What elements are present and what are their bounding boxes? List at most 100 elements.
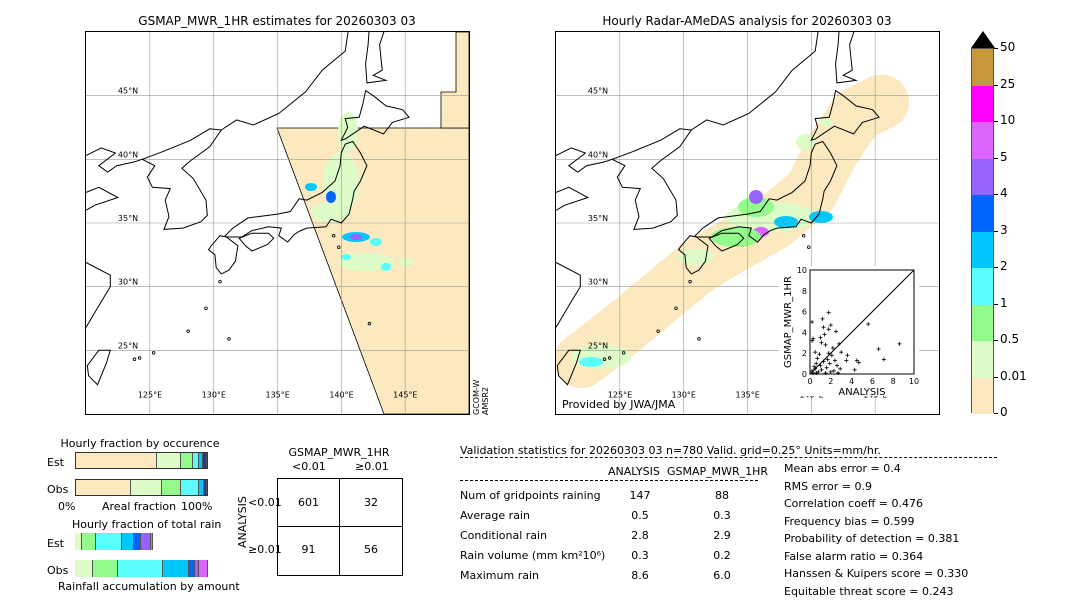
scatter-point bbox=[821, 325, 826, 330]
scatter-ytick: 2 bbox=[802, 349, 807, 358]
bar-segment bbox=[192, 453, 200, 468]
scatter-point bbox=[827, 361, 832, 366]
coastline-kyushu bbox=[677, 235, 709, 275]
colorbar-segment bbox=[972, 377, 993, 414]
rain-area bbox=[809, 211, 833, 223]
scatter-point bbox=[820, 316, 825, 321]
coastline-russia bbox=[691, 32, 819, 131]
scatter-xtick: 2 bbox=[828, 377, 833, 386]
col-analysis: ANALYSIS bbox=[608, 465, 660, 478]
stat-analysis-value: 0.5 bbox=[631, 509, 649, 522]
rain-area bbox=[579, 357, 603, 367]
scatter-point bbox=[845, 353, 850, 358]
coastline-hokkaido bbox=[340, 89, 410, 142]
scatter-point bbox=[832, 358, 837, 363]
bar-segment bbox=[180, 480, 200, 495]
stat-analysis-value: 147 bbox=[629, 489, 651, 502]
colorbar-segment bbox=[972, 231, 993, 268]
stat-row-label: Num of gridpoints raining bbox=[460, 489, 601, 502]
left-map-title: GSMAP_MWR_1HR estimates for 20260303 03 bbox=[138, 14, 416, 28]
bar-segment bbox=[92, 560, 119, 577]
scatter-ytick: 10 bbox=[797, 266, 807, 275]
scatter-ytick: 0 bbox=[802, 370, 807, 379]
island bbox=[132, 357, 137, 361]
col-label-ge: ≥0.01 bbox=[355, 460, 389, 473]
rain-area bbox=[370, 238, 382, 246]
island bbox=[186, 329, 190, 333]
scatter-point bbox=[819, 340, 824, 345]
rain-obs-bar bbox=[75, 560, 208, 577]
bar-segment bbox=[133, 533, 142, 550]
lon-label: 135°E bbox=[266, 390, 290, 399]
island bbox=[218, 279, 222, 284]
stat-gsmap-value: 6.0 bbox=[713, 569, 731, 582]
island bbox=[807, 245, 811, 249]
scatter-xtick: 4 bbox=[849, 377, 854, 386]
bar-segment bbox=[180, 453, 193, 468]
coastline-shikoku bbox=[238, 232, 275, 252]
scatter-point bbox=[821, 359, 826, 364]
colorbar-tick-label: 0.5 bbox=[1000, 332, 1020, 346]
scatter-point bbox=[839, 350, 844, 355]
colorbar bbox=[971, 48, 994, 414]
coastline-china2 bbox=[556, 186, 590, 211]
bar-segment bbox=[131, 480, 163, 495]
colorbar-tick-label: 25 bbox=[1000, 76, 1016, 91]
scatter-inset: 0 2 4 6 8 10 0 2 4 6 8 10 ANALYSIS GSMAP_MWR_1HR bbox=[779, 266, 919, 398]
rain-area bbox=[711, 227, 761, 247]
rain-area bbox=[341, 254, 351, 260]
stat-gsmap-value: 88 bbox=[715, 489, 729, 502]
cell-miss: 91 bbox=[301, 543, 316, 556]
scatter-point bbox=[835, 363, 840, 368]
coastline-russia bbox=[221, 32, 349, 131]
scatter-point bbox=[810, 368, 815, 373]
scatter-point bbox=[828, 323, 833, 328]
bar-segment bbox=[141, 533, 151, 550]
scatter-point bbox=[844, 358, 849, 363]
lon-label: 125°E bbox=[138, 390, 162, 399]
stat-analysis-value: 8.6 bbox=[631, 569, 649, 582]
bar-segment bbox=[199, 453, 204, 468]
score-line: Frequency bias = 0.599 bbox=[784, 514, 915, 528]
tick-0pct: 0% bbox=[58, 500, 76, 513]
rain-area bbox=[774, 216, 798, 228]
lat-label: 35°N bbox=[118, 214, 138, 223]
cell-hit: 56 bbox=[364, 543, 378, 556]
bar-segment bbox=[76, 453, 158, 468]
scatter-point bbox=[826, 351, 831, 356]
obs-label: Obs bbox=[47, 483, 69, 496]
credit-text: Provided by JWA/JMA bbox=[562, 398, 676, 411]
occurrence-est-bar bbox=[75, 452, 208, 469]
contingency-title: GSMAP_MWR_1HR bbox=[288, 446, 390, 459]
scatter-point bbox=[815, 356, 820, 361]
rain-area bbox=[738, 197, 774, 217]
scatter-point bbox=[813, 350, 818, 355]
coastline-honshu bbox=[224, 140, 368, 243]
bar-segment bbox=[150, 533, 154, 550]
bar-segment bbox=[96, 533, 122, 550]
bar-segment bbox=[203, 453, 207, 468]
lon-label: 135°E bbox=[736, 390, 760, 399]
scatter-point bbox=[814, 370, 819, 375]
colorbar-tick-label: 3 bbox=[1000, 222, 1008, 237]
coastline-china3 bbox=[86, 262, 111, 328]
score-line: Hanssen & Kuipers score = 0.330 bbox=[784, 567, 969, 580]
coastline-china3 bbox=[556, 262, 581, 328]
score-line: Mean abs error = 0.4 bbox=[784, 462, 901, 475]
island bbox=[602, 357, 607, 361]
coastline-taiwan bbox=[86, 349, 111, 386]
island bbox=[688, 279, 692, 284]
island bbox=[227, 337, 231, 341]
colorbar-segment bbox=[972, 85, 993, 122]
island bbox=[607, 356, 612, 360]
island bbox=[367, 321, 372, 326]
colorbar-segment bbox=[972, 49, 993, 86]
island bbox=[337, 245, 341, 249]
coastline-korea bbox=[140, 128, 223, 230]
stat-analysis-value: 0.3 bbox=[631, 549, 649, 562]
lon-label: 145°E bbox=[393, 390, 417, 399]
row-label-lt: <0.01 bbox=[248, 496, 282, 509]
bar-segment bbox=[199, 480, 205, 495]
bar-segment bbox=[204, 480, 208, 495]
scatter-point bbox=[813, 366, 818, 371]
